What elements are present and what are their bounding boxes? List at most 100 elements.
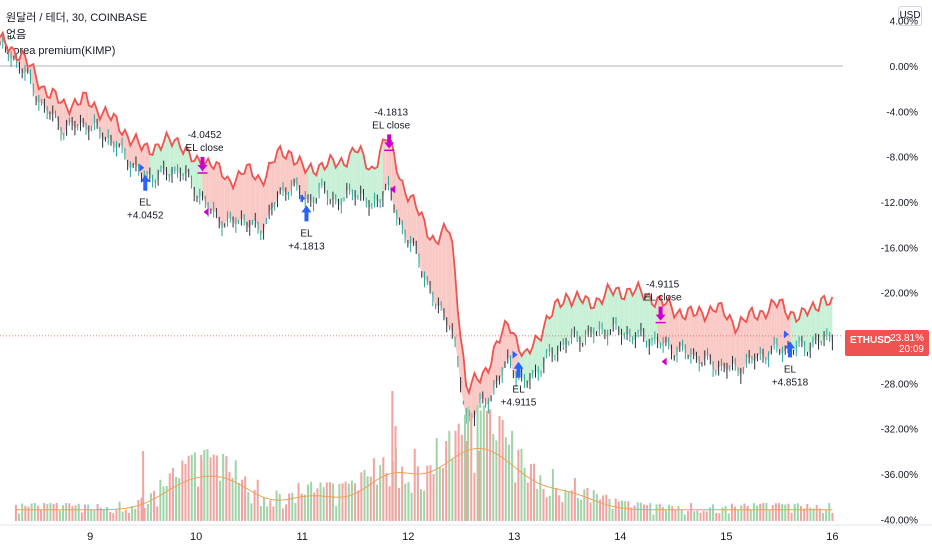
x-tick-label: 13 [508,531,520,543]
indicator-label[interactable]: Korea premium(KIMP) [6,45,116,57]
premium-fill-segment [480,372,483,401]
premium-fill-segment [557,299,561,354]
volume-bar [690,503,693,521]
volume-bar [335,506,338,521]
volume-bar [146,503,149,521]
volume-bar [799,505,802,521]
volume-bar [683,514,686,521]
premium-fill-segment [524,348,528,385]
premium-fill-segment [180,147,184,177]
premium-fill-segment [421,212,425,280]
volume-bar [611,508,614,521]
volume-bar [187,455,190,521]
premium-fill-segment [332,159,336,200]
price-badge-symbol: ETHUSD [850,335,892,346]
volume-bar [401,466,404,521]
premium-fill-segment [227,176,231,220]
volume-bar [93,510,96,521]
volume-bar [102,509,105,521]
volume-bar [752,503,755,521]
volume-bar [542,488,545,521]
volume-bar [360,472,363,521]
entry-label: +4.8518 [772,377,809,388]
volume-bar [627,501,630,521]
premium-fill-segment [449,232,453,331]
premium-fill-segment [754,317,758,362]
volume-bar [658,503,661,521]
volume-bar [369,476,372,521]
premium-fill-segment [319,162,322,191]
premium-fill-segment [91,102,95,129]
symbol-subtitle: 없음 [6,29,27,41]
premium-fill-segment [646,293,650,347]
volume-bar [803,508,806,521]
premium-fill-segment [299,156,303,199]
volume-bar [244,476,247,521]
premium-fill-segment [47,96,50,116]
symbol-title[interactable]: 원달러 / 테더, 30, COINBASE [6,12,148,24]
volume-bar [363,469,366,521]
premium-fill-segment [613,288,616,325]
volume-bar [539,475,542,521]
volume-bar [435,438,438,521]
premium-fill-segment [627,288,630,336]
exit-arrow-icon [197,157,208,171]
premium-fill-segment [269,162,272,212]
premium-fill-segment [108,115,111,141]
exit-label: EL close [372,120,410,131]
volume-bar [485,410,488,521]
premium-fill-segment [801,308,805,349]
volume-bar [646,505,649,521]
premium-fill-segment [266,162,270,221]
premium-fill-segment [371,166,375,207]
premium-fill-segment [185,147,189,174]
volume-bar [806,503,809,521]
volume-bar [677,506,680,521]
volume-bar [112,513,115,521]
volume-bar [14,504,17,521]
volume-bar [55,503,58,521]
volume-bar [567,491,570,521]
volume-bar [175,477,178,521]
volume-bar [284,504,287,521]
volume-bar [476,404,479,521]
x-tick-label: 10 [190,531,202,543]
volume-bar [27,506,30,521]
volume-bar [812,508,815,521]
price-badge-countdown: 20:09 [898,344,924,355]
volume-bar [699,512,702,521]
premium-fill-segment [307,163,311,201]
premium-fill-segment [665,297,669,344]
premium-fill-segment [30,64,34,91]
premium-fill-segment [405,192,408,244]
volume-bar [413,448,416,521]
volume-bar [83,504,86,521]
volume-bar [778,503,781,521]
premium-fill-segment [668,297,672,352]
volume-bar [33,503,36,521]
volume-bar [338,483,341,521]
volume-bar [36,505,39,521]
volume-bar [253,489,256,521]
currency-button[interactable]: USD [898,6,922,26]
premium-fill-segment [19,50,23,74]
premium-fill-segment [796,318,800,349]
premium-fill-segment [596,298,600,334]
x-tick-label: 14 [614,531,626,543]
premium-fill-segment [682,317,686,352]
volume-bar [573,478,576,521]
exit-label: EL close [644,293,682,304]
exit-arrow-icon [655,306,666,321]
premium-fill-segment [621,298,625,337]
premium-fill-segment [582,296,586,345]
premium-fill-segment [33,64,37,101]
premium-fill-segment [369,166,372,208]
premium-fill-segment [366,168,370,208]
premium-fill-segment [310,163,314,205]
premium-fill-segment [826,304,830,337]
premium-fill-segment [713,310,716,373]
premium-fill-segment [280,146,284,191]
premium-fill-segment [482,367,486,403]
